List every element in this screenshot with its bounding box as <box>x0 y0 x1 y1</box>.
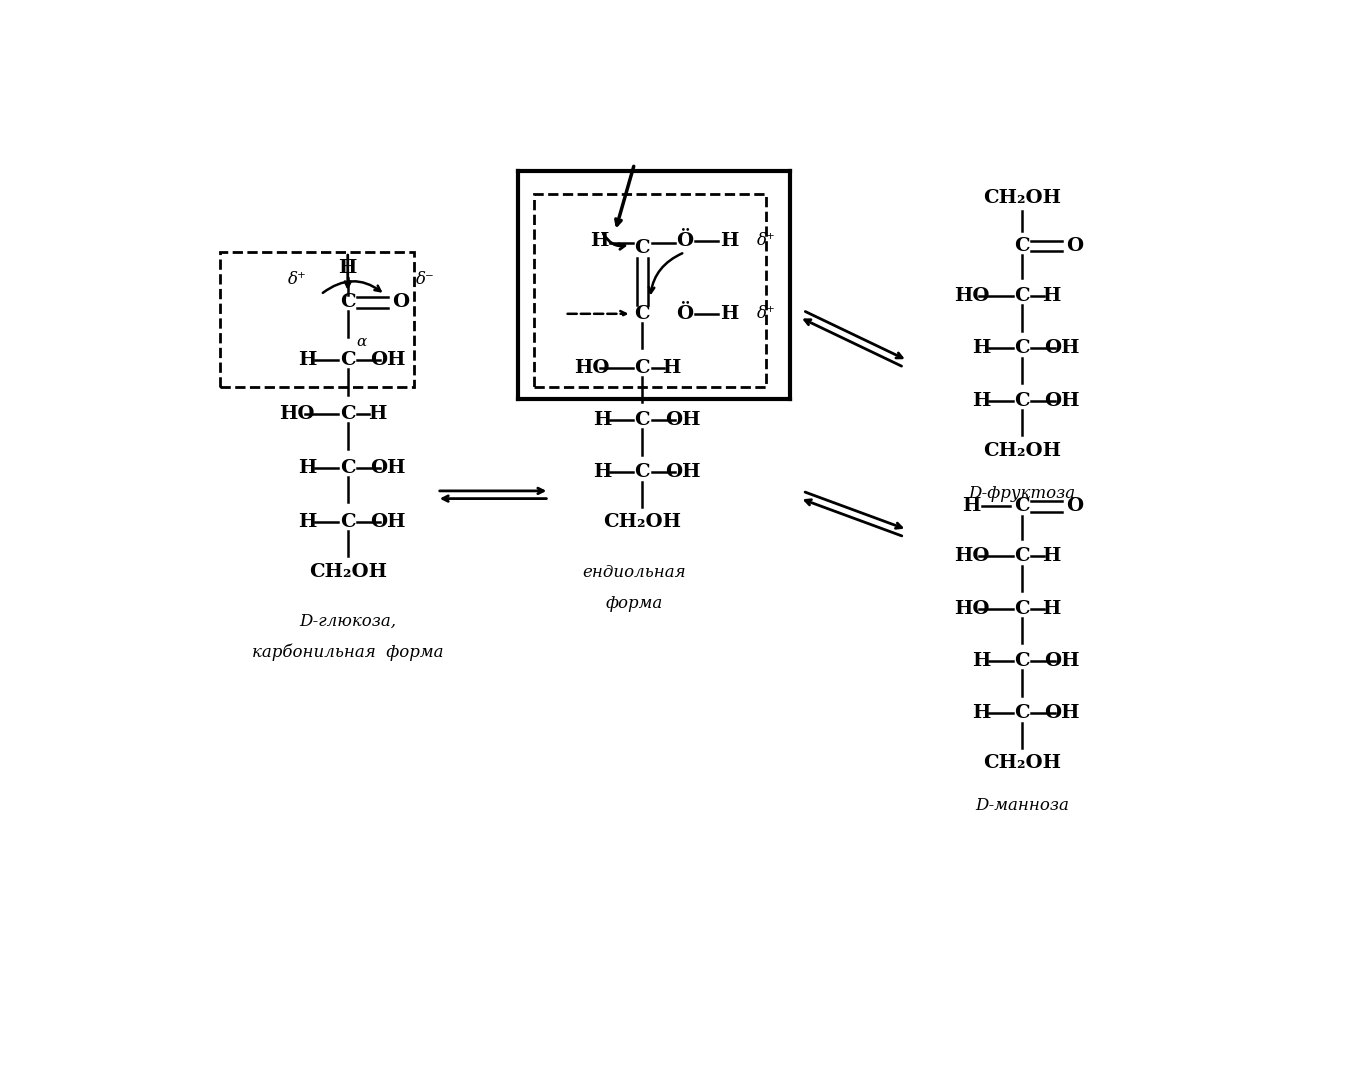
Text: OH: OH <box>370 352 405 369</box>
Text: форма: форма <box>606 594 663 612</box>
Text: H: H <box>590 231 609 249</box>
Text: H: H <box>367 405 386 422</box>
Text: CH₂OH: CH₂OH <box>603 514 681 531</box>
Text: CH₂OH: CH₂OH <box>309 562 386 580</box>
Text: HO: HO <box>279 405 315 422</box>
Text: H: H <box>972 340 991 358</box>
Text: OH: OH <box>664 411 700 429</box>
Text: δ⁻: δ⁻ <box>416 271 435 288</box>
Text: HO: HO <box>953 287 990 305</box>
Text: H: H <box>972 704 991 722</box>
Text: C: C <box>340 293 355 312</box>
Text: O: O <box>1066 498 1083 515</box>
Text: C: C <box>1014 704 1029 722</box>
Text: CH₂OH: CH₂OH <box>983 755 1060 773</box>
Text: OH: OH <box>1044 340 1079 358</box>
Text: H: H <box>963 498 980 515</box>
Text: H: H <box>593 411 612 429</box>
Text: H: H <box>298 459 317 477</box>
Text: H: H <box>298 513 317 531</box>
Text: C: C <box>1014 547 1029 565</box>
Text: D-фруктоза: D-фруктоза <box>968 485 1075 502</box>
Text: OH: OH <box>664 463 700 482</box>
Text: C: C <box>340 513 355 531</box>
Text: OH: OH <box>370 459 405 477</box>
Text: H: H <box>720 305 738 322</box>
Text: C: C <box>635 463 650 482</box>
Text: C: C <box>1014 287 1029 305</box>
Text: H: H <box>1043 287 1060 305</box>
Text: δ⁺: δ⁺ <box>757 305 776 322</box>
Text: O: O <box>1066 238 1083 255</box>
Text: CH₂OH: CH₂OH <box>983 189 1060 207</box>
Text: C: C <box>1014 498 1029 515</box>
Text: δ⁺: δ⁺ <box>757 232 776 249</box>
Text: C: C <box>635 305 650 322</box>
Text: ендиольная: ендиольная <box>583 564 686 580</box>
Text: δ⁺: δ⁺ <box>287 271 306 288</box>
Text: H: H <box>972 653 991 670</box>
Text: H: H <box>593 463 612 482</box>
Text: D-глюкоза,: D-глюкоза, <box>300 614 396 630</box>
Text: CH₂OH: CH₂OH <box>983 442 1060 460</box>
Text: D-манноза: D-манноза <box>975 798 1069 815</box>
Text: карбонильная  форма: карбонильная форма <box>252 644 443 661</box>
Text: C: C <box>1014 238 1029 255</box>
Text: HO: HO <box>574 359 610 376</box>
Text: OH: OH <box>1044 391 1079 410</box>
Text: C: C <box>635 240 650 257</box>
Text: OH: OH <box>370 513 405 531</box>
Text: C: C <box>1014 340 1029 358</box>
Text: C: C <box>340 405 355 422</box>
Text: H: H <box>339 259 357 276</box>
Text: α: α <box>357 335 367 349</box>
Text: H: H <box>1043 600 1060 618</box>
Text: C: C <box>340 459 355 477</box>
Text: C: C <box>340 352 355 369</box>
Text: Ö: Ö <box>677 305 693 322</box>
Text: C: C <box>1014 600 1029 618</box>
Text: HO: HO <box>953 547 990 565</box>
Text: HO: HO <box>953 600 990 618</box>
Text: H: H <box>298 352 317 369</box>
Text: H: H <box>972 391 991 410</box>
Text: C: C <box>635 411 650 429</box>
Text: H: H <box>1043 547 1060 565</box>
Text: H: H <box>663 359 681 376</box>
Text: OH: OH <box>1044 704 1079 722</box>
Text: Ö: Ö <box>677 231 693 249</box>
Text: H: H <box>720 231 738 249</box>
Text: O: O <box>392 293 410 312</box>
Text: C: C <box>635 359 650 376</box>
Text: OH: OH <box>1044 653 1079 670</box>
Text: C: C <box>1014 653 1029 670</box>
Text: C: C <box>1014 391 1029 410</box>
